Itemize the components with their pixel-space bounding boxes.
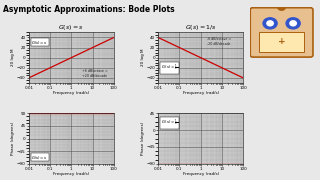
Circle shape	[263, 18, 277, 29]
X-axis label: Frequency (rad/s): Frequency (rad/s)	[53, 172, 90, 176]
Text: -6 dB/octave =
-20 dB/decade: -6 dB/octave = -20 dB/decade	[207, 37, 232, 46]
X-axis label: Frequency (rad/s): Frequency (rad/s)	[182, 91, 219, 95]
Y-axis label: 20 log M: 20 log M	[141, 49, 145, 66]
Y-axis label: Phase (degrees): Phase (degrees)	[12, 122, 15, 155]
Title: $G(s) = s$: $G(s) = s$	[59, 23, 84, 32]
Circle shape	[278, 4, 285, 10]
Bar	[259, 32, 304, 51]
Text: $G\,(s) = \frac{1}{s}$: $G\,(s) = \frac{1}{s}$	[161, 118, 178, 128]
Text: +6 dB/octave =
+20 dB/decade: +6 dB/octave = +20 dB/decade	[82, 69, 107, 78]
Circle shape	[286, 18, 300, 29]
X-axis label: Frequency (rad/s): Frequency (rad/s)	[53, 91, 90, 95]
Circle shape	[290, 21, 296, 26]
Text: $G(s) = s$: $G(s) = s$	[31, 154, 48, 161]
Text: +: +	[278, 37, 285, 46]
X-axis label: Frequency (rad/s): Frequency (rad/s)	[182, 172, 219, 176]
Y-axis label: Phase (degrees): Phase (degrees)	[141, 122, 145, 155]
Y-axis label: 20 log M: 20 log M	[12, 49, 15, 66]
Title: $G(s) = 1/s$: $G(s) = 1/s$	[185, 23, 217, 32]
Text: Asymptotic Approximations: Bode Plots: Asymptotic Approximations: Bode Plots	[3, 5, 175, 14]
FancyBboxPatch shape	[250, 8, 313, 57]
Text: $G\,(s) = \frac{1}{s}$: $G\,(s) = \frac{1}{s}$	[161, 62, 178, 73]
Text: $G(s) = s$: $G(s) = s$	[31, 39, 48, 46]
Circle shape	[267, 21, 273, 26]
